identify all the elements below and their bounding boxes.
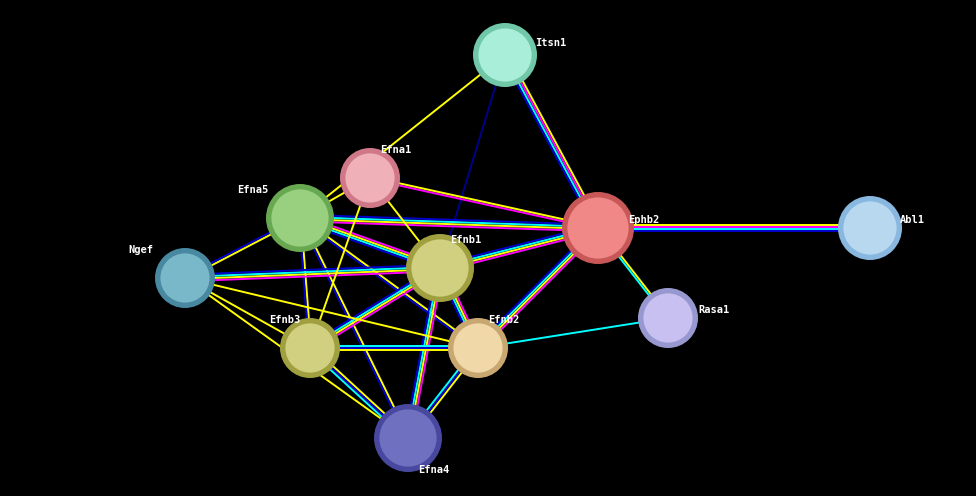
Circle shape xyxy=(266,184,334,252)
Circle shape xyxy=(344,152,396,204)
Circle shape xyxy=(284,322,336,374)
Circle shape xyxy=(340,148,400,208)
Circle shape xyxy=(406,234,474,302)
Text: Ngef: Ngef xyxy=(128,245,153,255)
Circle shape xyxy=(477,27,533,83)
Text: Rasa1: Rasa1 xyxy=(698,305,729,315)
Circle shape xyxy=(448,318,508,378)
Circle shape xyxy=(410,238,470,298)
Circle shape xyxy=(842,200,898,256)
Text: Efna5: Efna5 xyxy=(237,185,268,195)
Text: Efnb2: Efnb2 xyxy=(488,315,519,325)
Circle shape xyxy=(280,318,340,378)
Circle shape xyxy=(374,404,442,472)
Circle shape xyxy=(566,196,630,260)
Circle shape xyxy=(155,248,215,308)
Circle shape xyxy=(642,292,694,344)
Text: Efnb3: Efnb3 xyxy=(268,315,300,325)
Circle shape xyxy=(378,408,438,468)
Text: Itsn1: Itsn1 xyxy=(535,38,566,48)
Circle shape xyxy=(838,196,902,260)
Text: Ephb2: Ephb2 xyxy=(628,215,659,225)
Text: Efna1: Efna1 xyxy=(380,145,411,155)
Circle shape xyxy=(452,322,504,374)
Circle shape xyxy=(159,252,211,304)
Circle shape xyxy=(473,23,537,87)
Text: Efnb1: Efnb1 xyxy=(450,235,481,245)
Text: Efna4: Efna4 xyxy=(418,465,449,475)
Text: Abl1: Abl1 xyxy=(900,215,925,225)
Circle shape xyxy=(270,188,330,248)
Circle shape xyxy=(638,288,698,348)
Circle shape xyxy=(562,192,634,264)
